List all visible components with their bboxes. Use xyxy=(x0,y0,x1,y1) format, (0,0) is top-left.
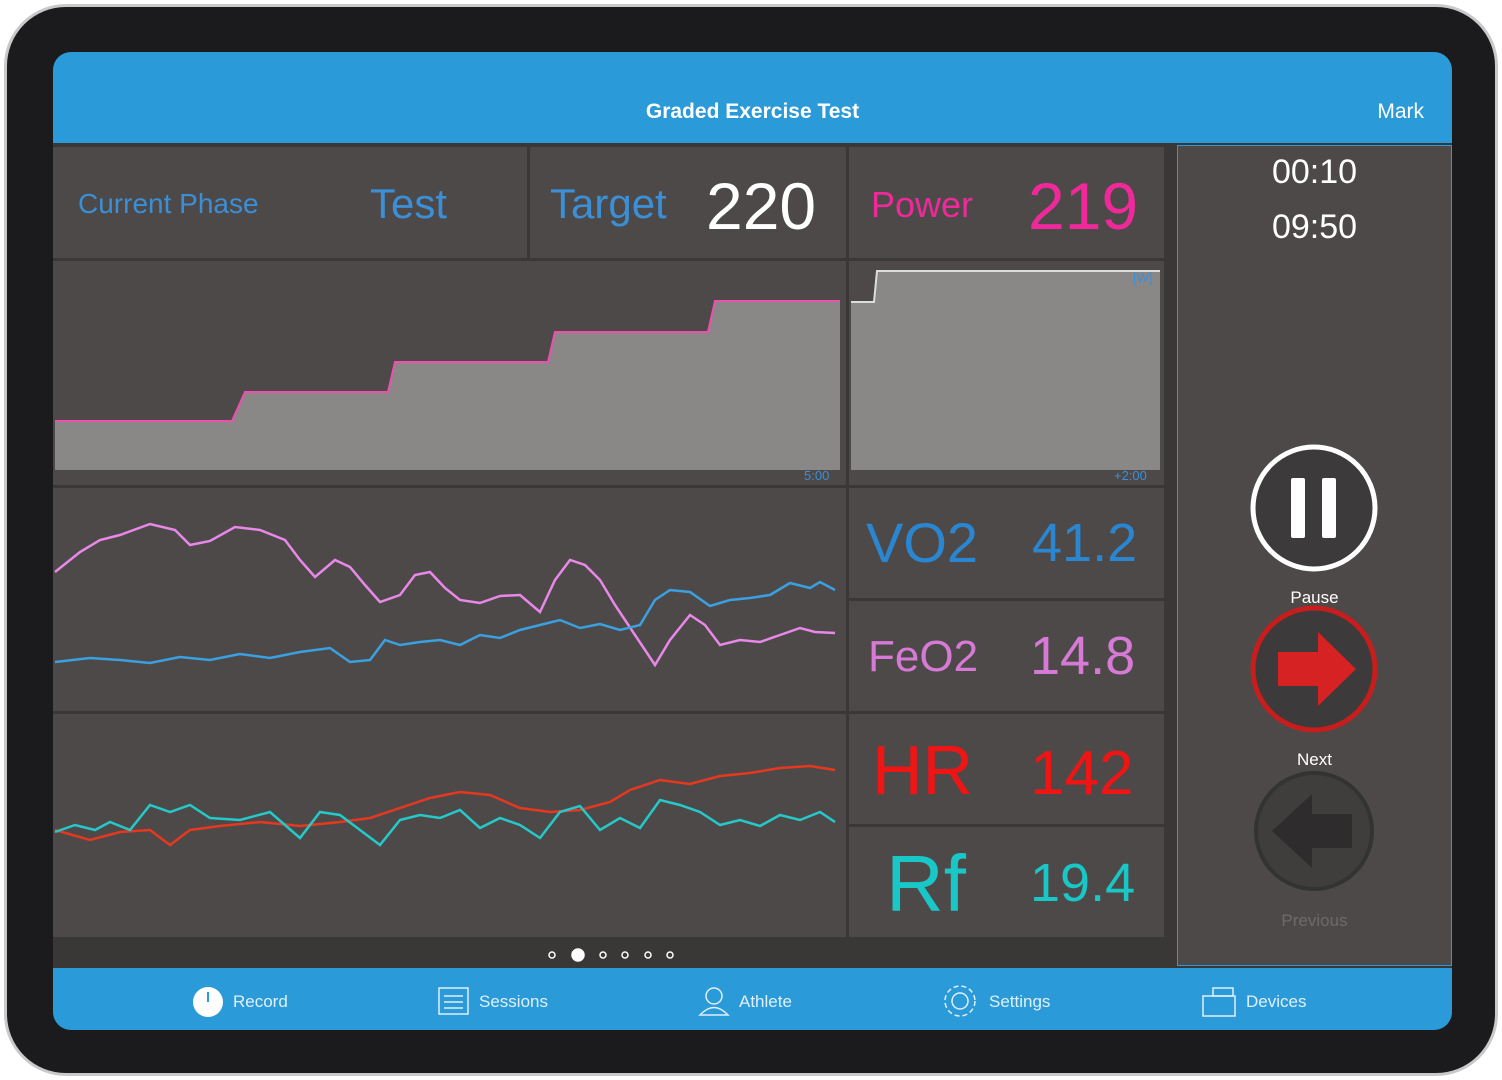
vo2-cell xyxy=(849,488,1164,598)
phase-value: Test xyxy=(370,180,448,227)
preview-time: +2:00 xyxy=(1114,468,1147,483)
metric-value: 19.4 xyxy=(1030,853,1136,913)
remaining-time: 09:50 xyxy=(1271,208,1358,246)
power-area xyxy=(55,301,840,470)
target-label: Target xyxy=(550,180,667,227)
power-cell xyxy=(849,147,1164,258)
power-value: 219 xyxy=(1028,169,1139,243)
next-button[interactable] xyxy=(1250,605,1378,733)
nav-item[interactable]: Athlete xyxy=(739,985,792,1019)
gas-chart xyxy=(53,488,846,711)
feo2-cell xyxy=(849,601,1164,711)
nav-icons xyxy=(193,985,1236,1017)
preview-unit: [W] xyxy=(1133,270,1153,285)
hr-cell xyxy=(849,714,1164,824)
nav-bar xyxy=(53,968,1452,1030)
nav-item[interactable]: Sessions xyxy=(479,985,548,1019)
vo2-line xyxy=(54,522,836,668)
next-label: Next xyxy=(1297,750,1332,769)
metric-label: HR xyxy=(872,731,974,809)
power-line xyxy=(55,300,840,422)
nav-item[interactable]: Devices xyxy=(1246,985,1306,1019)
feo2-line xyxy=(54,580,836,665)
pause-button[interactable] xyxy=(1250,444,1378,572)
page-dots xyxy=(548,948,674,962)
elapsed-time: 00:10 xyxy=(1271,153,1358,191)
metric-label: VO2 xyxy=(866,511,979,574)
pause-label: Pause xyxy=(1290,588,1339,607)
header-bar xyxy=(53,52,1452,143)
header-title: Graded Exercise Test xyxy=(645,100,860,123)
phase-cell xyxy=(53,147,527,258)
power-chart-time: 5:00 xyxy=(804,468,830,483)
nav-label: Devices xyxy=(1246,992,1307,1011)
rf-line xyxy=(54,798,836,847)
previous-label: Previous xyxy=(1281,911,1348,930)
nav-label: Record xyxy=(233,992,288,1011)
rf-cell xyxy=(849,827,1164,937)
metric-value: 14.8 xyxy=(1030,626,1136,686)
previous-button[interactable] xyxy=(1254,771,1374,891)
metric-label: Rf xyxy=(886,839,966,928)
preview-area xyxy=(851,271,1160,470)
phase-label: Current Phase xyxy=(78,188,259,219)
nav-label: Athlete xyxy=(739,992,792,1011)
user-name[interactable]: Mark xyxy=(1377,100,1424,123)
nav-item[interactable]: Record xyxy=(233,985,288,1019)
hr-line xyxy=(54,764,836,847)
nav-label: Sessions xyxy=(479,992,548,1011)
power-label: Power xyxy=(871,184,974,225)
hr-chart xyxy=(53,714,846,937)
preview-line xyxy=(851,270,1160,303)
metric-value: 142 xyxy=(1030,739,1134,808)
nav-item[interactable]: Settings xyxy=(989,985,1050,1019)
metric-label: FeO2 xyxy=(868,632,979,681)
target-value: 220 xyxy=(706,169,817,243)
target-cell xyxy=(530,147,846,258)
metric-value: 41.2 xyxy=(1032,513,1138,573)
nav-label: Settings xyxy=(989,992,1051,1011)
